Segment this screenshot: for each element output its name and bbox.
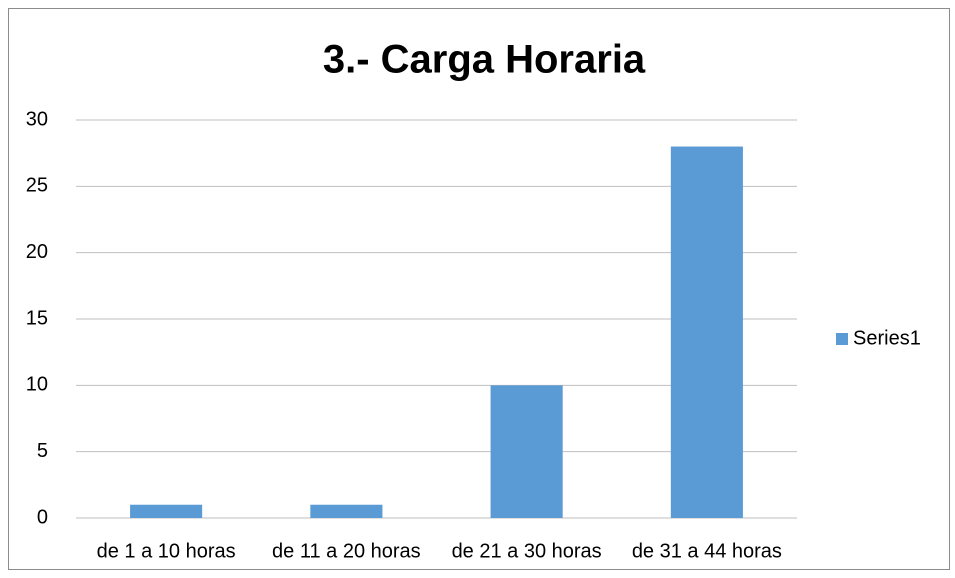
bar <box>310 504 383 518</box>
x-tick-label: de 1 a 10 horas <box>97 540 236 562</box>
y-tick-label: 10 <box>26 374 48 396</box>
y-tick-label: 25 <box>26 175 48 197</box>
chart-border <box>8 8 950 570</box>
x-tick-label: de 11 a 20 horas <box>272 540 421 562</box>
y-tick-label: 20 <box>26 241 48 263</box>
x-tick-label: de 21 a 30 horas <box>452 540 602 562</box>
bar <box>670 146 743 519</box>
x-tick-label: de 31 a 44 horas <box>632 540 782 562</box>
legend-label: Series1 <box>853 327 921 349</box>
legend-swatch <box>836 333 848 345</box>
y-tick-label: 0 <box>37 506 48 528</box>
y-tick-label: 30 <box>26 108 48 130</box>
y-tick-label: 15 <box>26 307 48 329</box>
bar <box>130 504 203 518</box>
y-tick-label: 5 <box>37 440 48 462</box>
bar <box>490 385 563 518</box>
chart-title: 3.- Carga Horaria <box>323 38 646 82</box>
